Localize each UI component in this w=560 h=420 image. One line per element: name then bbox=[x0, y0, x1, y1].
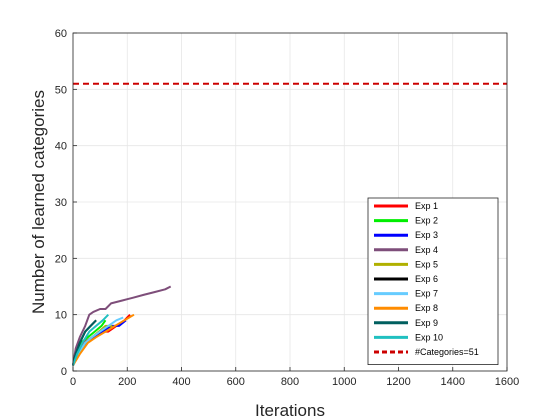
series-line-exp-10 bbox=[72, 313, 110, 366]
legend-label: Exp 2 bbox=[415, 216, 438, 226]
y-axis-label: Number of learned categories bbox=[29, 90, 48, 314]
x-tick-label: 1000 bbox=[332, 376, 356, 388]
series-line-exp-7 bbox=[72, 316, 124, 366]
legend-label: Exp 5 bbox=[415, 259, 438, 269]
y-tick-label: 0 bbox=[61, 366, 67, 378]
y-tick-label: 40 bbox=[55, 141, 67, 153]
legend-label: Exp 10 bbox=[415, 332, 443, 342]
x-tick-label: 200 bbox=[118, 376, 136, 388]
legend-label: #Categories=51 bbox=[415, 347, 479, 357]
y-tick-label: 50 bbox=[55, 84, 67, 96]
x-tick-label: 1200 bbox=[386, 376, 410, 388]
y-tick-label: 60 bbox=[55, 28, 67, 40]
series-line-exp-4 bbox=[72, 285, 172, 366]
legend-label: Exp 8 bbox=[415, 303, 438, 313]
x-tick-label: 800 bbox=[281, 376, 299, 388]
legend-label: Exp 4 bbox=[415, 245, 438, 255]
legend-label: Exp 9 bbox=[415, 318, 438, 328]
x-tick-label: 1600 bbox=[495, 376, 519, 388]
x-tick-label: 1400 bbox=[441, 376, 465, 388]
legend-label: Exp 6 bbox=[415, 274, 438, 284]
y-tick-label: 30 bbox=[55, 197, 67, 209]
legend-label: Exp 1 bbox=[415, 201, 438, 211]
series-layer bbox=[72, 285, 172, 366]
x-tick-label: 600 bbox=[227, 376, 245, 388]
axis-ticks: 0 200 400 600 800 1000 1200 1400 1600 0 10 20 30 40 50… bbox=[55, 28, 519, 388]
series-line-exp-8 bbox=[72, 313, 135, 366]
x-tick-label: 400 bbox=[172, 376, 190, 388]
y-tick-label: 20 bbox=[55, 253, 67, 265]
x-tick-label: 0 bbox=[70, 376, 76, 388]
legend: Exp 1 Exp 2 Exp 3 Exp 4 Exp 5 Exp 6 Exp 7 Exp 8… bbox=[367, 197, 499, 366]
y-tick-label: 10 bbox=[55, 310, 67, 322]
x-axis-label: Iterations bbox=[255, 401, 325, 420]
legend-label: Exp 3 bbox=[415, 230, 438, 240]
legend-label: Exp 7 bbox=[415, 289, 438, 299]
series-line-exp-9 bbox=[72, 319, 97, 366]
